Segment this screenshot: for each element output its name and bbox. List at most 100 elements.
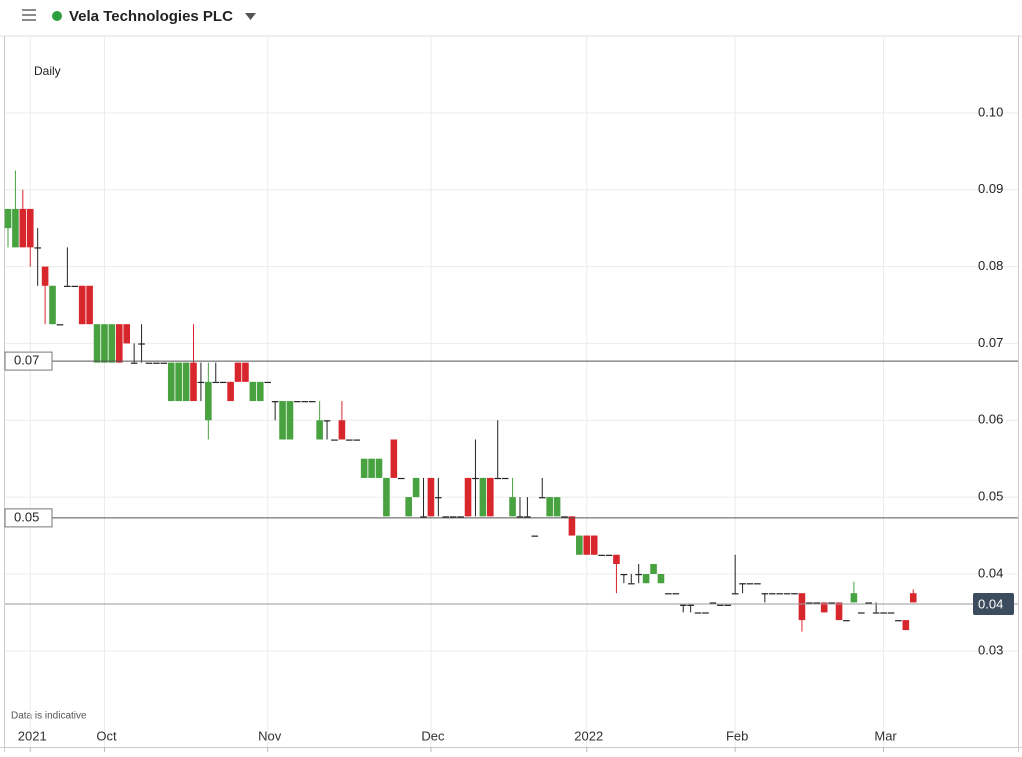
candle-body [256, 381, 264, 402]
candle-body [338, 420, 346, 440]
candle-body [531, 535, 539, 537]
candle-body [568, 516, 576, 536]
y-tick-label: 0.06 [978, 412, 1003, 427]
candle-body [286, 401, 294, 440]
candle-body [12, 208, 19, 248]
candle-body [116, 324, 123, 363]
candle-body [420, 516, 427, 518]
candle-body [754, 583, 761, 585]
candle-body [672, 593, 680, 595]
candle-body [212, 381, 220, 384]
candle-body [279, 401, 286, 440]
candle-body [865, 602, 873, 604]
candle-body [546, 497, 553, 517]
candle-body [739, 583, 746, 585]
candle-body [791, 593, 798, 595]
candle-body [167, 362, 175, 402]
candle-body [479, 477, 487, 517]
status-dot [52, 11, 62, 21]
candle-body [509, 497, 516, 517]
candle-body [895, 620, 902, 622]
candle-body [887, 612, 895, 614]
candle-body [494, 477, 502, 480]
candle-body [724, 604, 732, 606]
dropdown-arrow[interactable] [245, 13, 256, 20]
candle-body [709, 602, 717, 604]
candle-body [86, 285, 93, 325]
x-tick-label: Feb [726, 728, 748, 743]
candle-body [472, 477, 479, 480]
candle-body [553, 497, 561, 517]
candle-body [234, 362, 242, 382]
candle-body [294, 401, 301, 403]
price-line-label: 0.07 [14, 353, 39, 368]
last-price-label: 0.04 [978, 596, 1003, 611]
candle-body [783, 593, 791, 595]
candle-body [123, 324, 131, 344]
candle-body [642, 573, 650, 584]
candle-body [242, 362, 249, 382]
candle-body [746, 583, 754, 585]
candle-body [331, 439, 338, 441]
interval-label: Daily [34, 64, 61, 78]
candle-body [635, 573, 642, 576]
candle-body [657, 573, 665, 584]
x-tick-label: 2021 [18, 728, 47, 743]
candle-body [219, 381, 227, 384]
candle-body [820, 602, 828, 613]
menu-button[interactable] [22, 9, 36, 21]
price-line-label-box [4, 351, 53, 371]
candle-body [34, 247, 41, 249]
candle-body [138, 343, 145, 345]
candle-body [761, 593, 769, 595]
y-tick-label: 0.09 [978, 181, 1003, 196]
candle-body [620, 573, 628, 576]
candle-body [776, 593, 783, 595]
candle-body [108, 324, 116, 363]
candle-body [872, 612, 880, 614]
candle-body [516, 516, 524, 518]
candle-body [412, 477, 420, 498]
candle-body [264, 381, 271, 384]
data-note: Data is indicative [11, 711, 87, 722]
candle-body [360, 458, 368, 478]
candle-body [613, 554, 620, 564]
candle-body [858, 612, 865, 614]
candle-body [435, 497, 442, 499]
candle-body [538, 497, 546, 499]
candle-body [880, 612, 887, 614]
x-tick-label: Nov [258, 728, 282, 743]
candle-body [41, 266, 49, 286]
candle-body [4, 208, 12, 229]
candle-body [457, 516, 464, 518]
candle-body [501, 477, 509, 480]
candle-body [182, 362, 190, 402]
candle-body [101, 324, 108, 363]
candle-body [249, 381, 257, 402]
candle-body [813, 602, 821, 604]
x-tick-label: Oct [96, 728, 117, 743]
candle-body [694, 612, 702, 614]
candle-body [19, 208, 27, 248]
candle-body [828, 602, 835, 604]
candle-body [197, 381, 205, 384]
candle-body [397, 477, 405, 480]
candle-body [687, 604, 694, 606]
candle-body [301, 401, 309, 403]
candle-body [768, 593, 776, 595]
candle-body [64, 285, 71, 287]
candle-body [93, 324, 101, 363]
y-tick-label: 0.03 [978, 642, 1003, 657]
candle-body [49, 285, 56, 325]
candle-body [627, 583, 635, 585]
x-tick-label: 2022 [574, 728, 603, 743]
candle-body [190, 362, 197, 402]
candle-body [205, 381, 212, 421]
x-tick-label: Mar [874, 728, 897, 743]
instrument-title[interactable]: Vela Technologies PLC [69, 8, 233, 25]
candle-body [383, 477, 390, 517]
price-line-label: 0.05 [14, 509, 39, 524]
candle-body [153, 362, 160, 364]
candle-body [665, 593, 672, 595]
